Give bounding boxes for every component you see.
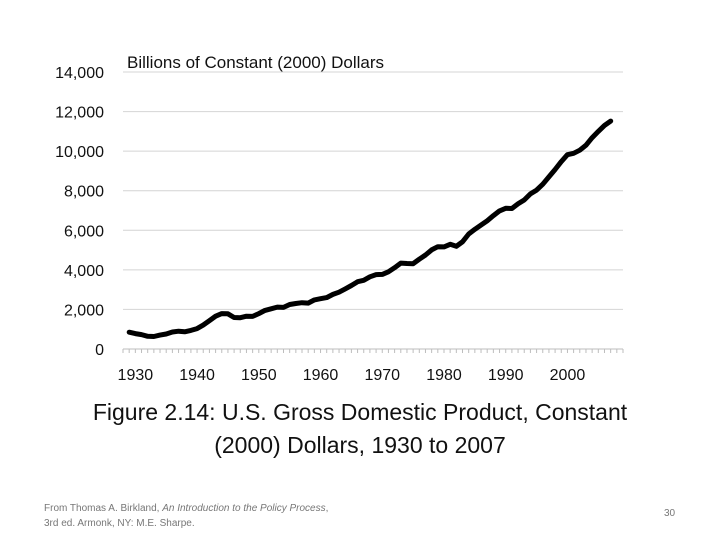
y-tick-label: 14,000 (55, 65, 104, 82)
caption-line-2: (2000) Dollars, 1930 to 2007 (214, 432, 506, 458)
x-tick-label: 1990 (488, 367, 524, 384)
x-tick-label: 1950 (241, 367, 277, 384)
gdp-series-line (126, 118, 614, 339)
series-group (126, 118, 614, 339)
x-tick-label: 1980 (426, 367, 462, 384)
x-tick-label: 2000 (550, 367, 586, 384)
source-suffix: , 3rd ed. Armonk, NY: M.E. Sharpe. (44, 503, 329, 529)
y-tick-label: 0 (95, 342, 104, 359)
x-tick-label: 1940 (179, 367, 215, 384)
x-axis-ticks: 1930 1940 1950 1960 1970 1980 1990 2000 (118, 348, 624, 384)
figure-caption: Figure 2.14: U.S. Gross Domestic Product… (0, 396, 720, 462)
y-axis-ticks: 0 2,000 4,000 6,000 8,000 10,000 12,000 14,000 (55, 65, 104, 359)
y-tick-label: 12,000 (55, 105, 104, 122)
y-tick-label: 8,000 (64, 184, 104, 201)
x-tick-label: 1930 (118, 367, 154, 384)
caption-line-1: Figure 2.14: U.S. Gross Domestic Product… (92, 399, 628, 425)
y-tick-label: 4,000 (64, 263, 104, 280)
y-tick-label: 6,000 (64, 223, 104, 240)
source-citation: From Thomas A. Birkland, An Introduction… (44, 501, 344, 531)
source-title: An Introduction to the Policy Process (162, 503, 326, 514)
slide-number: 30 (664, 508, 676, 519)
y-tick-label: 10,000 (55, 144, 104, 161)
chart-title: Billions of Constant (2000) Dollars (127, 53, 384, 72)
x-tick-label: 1960 (303, 367, 339, 384)
y-tick-label: 2,000 (64, 302, 104, 319)
gdp-line-chart: 02,0004,0006,0008,00010,00012,00014,000 … (55, 53, 624, 384)
source-prefix: From Thomas A. Birkland, (44, 503, 163, 514)
gridlines (123, 71, 623, 350)
x-tick-label: 1970 (364, 367, 400, 384)
